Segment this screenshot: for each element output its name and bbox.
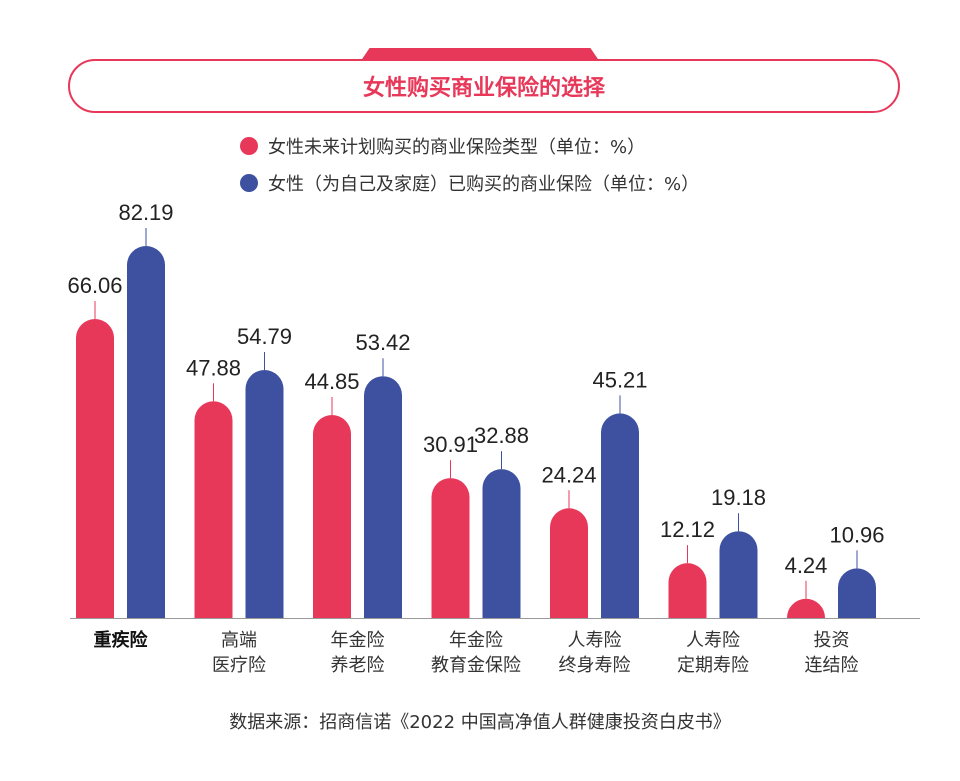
category-label: 重疾险 <box>93 630 148 651</box>
data-label: 19.18 <box>711 485 766 510</box>
data-source: 数据来源：招商信诺《2022 中国高净值人群健康投资白皮书》 <box>229 712 731 733</box>
data-label: 54.79 <box>237 324 292 349</box>
bar <box>127 246 165 618</box>
bar <box>364 376 402 618</box>
data-label: 12.12 <box>660 517 715 542</box>
category-label: 高端 医疗险 <box>212 630 266 676</box>
bar <box>838 568 876 618</box>
bar <box>601 413 639 618</box>
data-label: 47.88 <box>186 355 241 380</box>
data-label: 30.91 <box>423 432 478 457</box>
legend-label: 女性未来计划购买的商业保险类型（单位：%） <box>268 137 646 158</box>
category-label: 人寿险 定期寿险 <box>677 630 749 676</box>
data-label: 32.88 <box>474 423 529 448</box>
bar <box>313 415 351 618</box>
data-label: 24.24 <box>541 462 596 487</box>
legend-item-planned: 女性未来计划购买的商业保险类型（单位：%） <box>240 133 645 159</box>
data-label: 53.42 <box>355 330 410 355</box>
bar <box>719 531 758 618</box>
category-label: 年金险 养老险 <box>330 630 385 676</box>
bar <box>431 478 470 618</box>
bar <box>76 319 114 618</box>
legend-swatch-red <box>240 137 258 155</box>
category-label: 年金险 教育金保险 <box>431 630 521 676</box>
data-label: 82.19 <box>118 200 173 225</box>
data-label: 4.24 <box>785 553 828 578</box>
bar <box>194 401 233 618</box>
category-label: 人寿险 终身寿险 <box>558 630 631 676</box>
data-label: 10.96 <box>829 522 884 547</box>
category-label: 投资 连结险 <box>804 630 859 676</box>
title-box: 女性购买商业保险的选择 <box>68 59 900 113</box>
bar <box>550 508 588 618</box>
data-label: 44.85 <box>304 369 359 394</box>
data-label: 45.21 <box>592 367 647 392</box>
chart-title: 女性购买商业保险的选择 <box>362 76 605 101</box>
bar <box>787 598 826 618</box>
legend-swatch-blue <box>240 174 258 192</box>
title-tab-decoration <box>360 48 600 62</box>
legend-label: 女性（为自己及家庭）已购买的商业保险（单位：%） <box>268 174 700 195</box>
legend-item-purchased: 女性（为自己及家庭）已购买的商业保险（单位：%） <box>240 170 699 196</box>
bar <box>482 469 521 618</box>
bar <box>668 563 707 618</box>
bar <box>245 370 284 618</box>
data-label: 66.06 <box>67 273 122 298</box>
